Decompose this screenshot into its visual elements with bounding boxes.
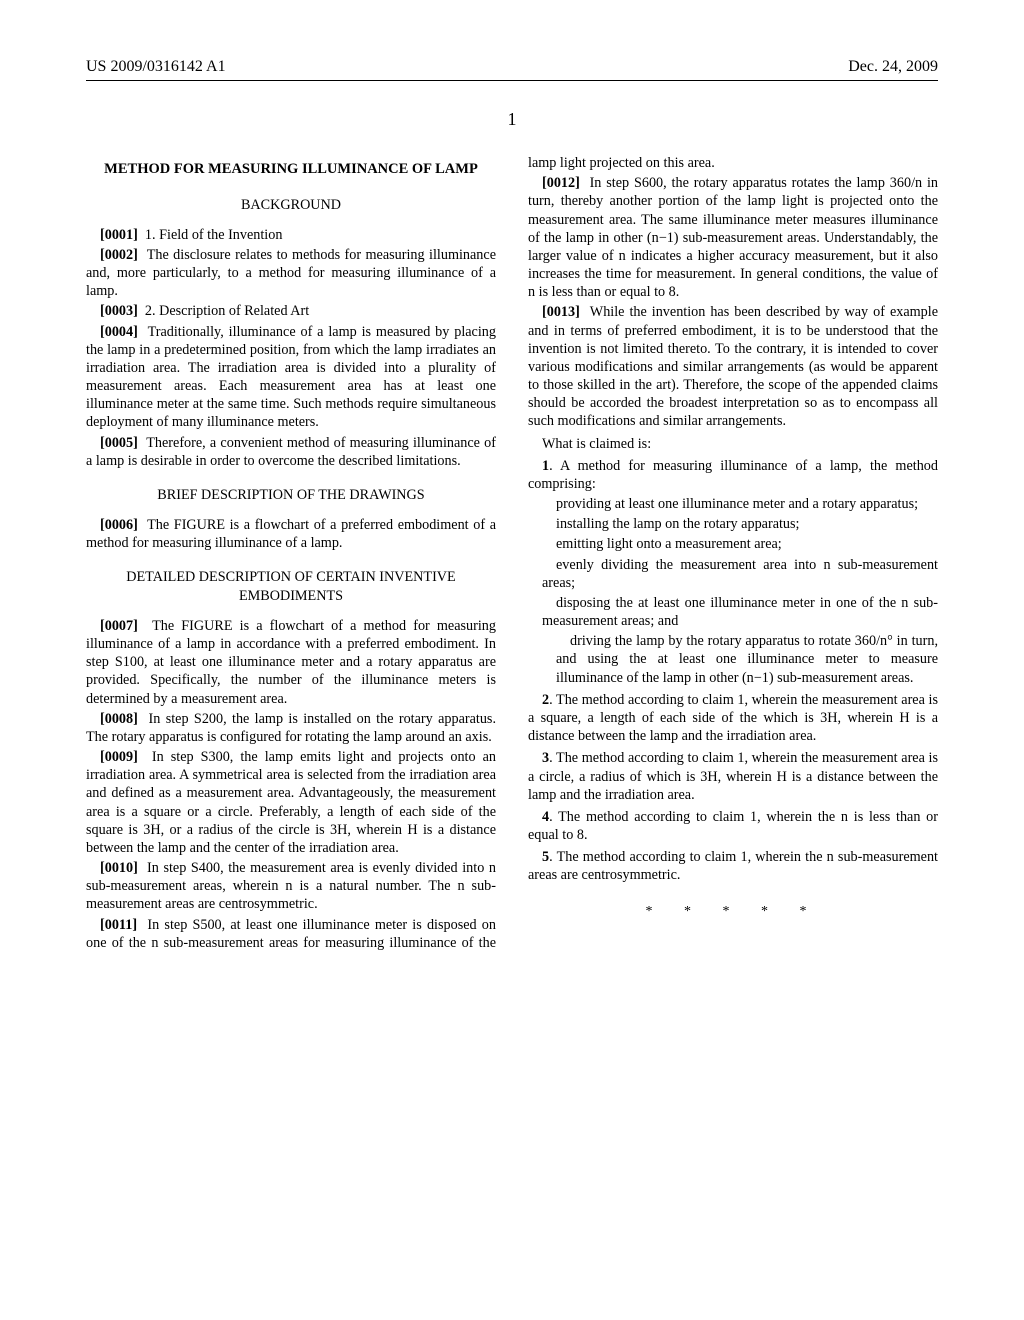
claim-1-step: disposing the at least one illuminance m… [528, 594, 938, 630]
claim-1-step: emitting light onto a measurement area; [528, 535, 938, 553]
publication-date: Dec. 24, 2009 [848, 58, 938, 76]
para-num: [0006] [100, 517, 138, 533]
para-num: [0013] [542, 304, 580, 320]
para-num: [0012] [542, 175, 580, 191]
claim-number: 1 [542, 458, 549, 474]
claim-1-step: installing the lamp on the rotary appara… [528, 515, 938, 533]
claim-5: 5. The method according to claim 1, wher… [528, 848, 938, 884]
para-0005: [0005] Therefore, a convenient method of… [86, 434, 496, 470]
para-num: [0001] [100, 227, 138, 243]
claim-text: The method according to claim 1, wherein… [528, 750, 938, 802]
para-0007: [0007] The FIGURE is a flowchart of a me… [86, 617, 496, 708]
claim-1-step: driving the lamp by the rotary apparatus… [528, 632, 938, 687]
two-column-body: METHOD FOR MEASURING ILLUMINANCE OF LAMP… [86, 154, 938, 952]
claim-text: The method according to claim 1, wherein… [528, 809, 938, 843]
para-0012: [0012] In step S600, the rotary apparatu… [528, 174, 938, 301]
para-num: [0005] [100, 435, 138, 451]
para-0002: [0002] The disclosure relates to methods… [86, 246, 496, 301]
section-drawings: BRIEF DESCRIPTION OF THE DRAWINGS [86, 486, 496, 504]
claim-number: 5 [542, 849, 549, 865]
claim-3: 3. The method according to claim 1, wher… [528, 749, 938, 804]
claim-text: The method according to claim 1, wherein… [528, 692, 938, 744]
invention-title: METHOD FOR MEASURING ILLUMINANCE OF LAMP [86, 160, 496, 180]
para-text: The disclosure relates to methods for me… [86, 247, 496, 299]
para-text: Therefore, a convenient method of measur… [86, 435, 496, 469]
claim-2: 2. The method according to claim 1, wher… [528, 691, 938, 746]
para-0013: [0013] While the invention has been desc… [528, 303, 938, 430]
para-num: [0003] [100, 303, 138, 319]
para-text: 1. Field of the Invention [145, 227, 283, 243]
para-0001: [0001] 1. Field of the Invention [86, 226, 496, 244]
claim-number: 3 [542, 750, 549, 766]
para-text: Traditionally, illuminance of a lamp is … [86, 324, 496, 431]
para-text: In step S600, the rotary apparatus rotat… [528, 175, 938, 300]
para-num: [0011] [100, 917, 137, 933]
page-header: US 2009/0316142 A1 Dec. 24, 2009 [86, 58, 938, 76]
claim-1-step: evenly dividing the measurement area int… [528, 556, 938, 592]
publication-number: US 2009/0316142 A1 [86, 58, 226, 76]
claim-1: 1. A method for measuring illuminance of… [528, 457, 938, 493]
section-background: BACKGROUND [86, 196, 496, 214]
para-0009: [0009] In step S300, the lamp emits ligh… [86, 748, 496, 857]
para-0008: [0008] In step S200, the lamp is install… [86, 710, 496, 746]
para-num: [0010] [100, 860, 138, 876]
para-text: In step S400, the measurement area is ev… [86, 860, 496, 912]
para-num: [0009] [100, 749, 138, 765]
para-num: [0004] [100, 324, 138, 340]
para-text: The FIGURE is a flowchart of a method fo… [86, 618, 496, 707]
section-detailed: DETAILED DESCRIPTION OF CERTAIN INVENTIV… [86, 568, 496, 604]
claim-text: A method for measuring illuminance of a … [528, 458, 938, 492]
claims-intro: What is claimed is: [528, 435, 938, 453]
para-0003: [0003] 2. Description of Related Art [86, 302, 496, 320]
para-num: [0002] [100, 247, 138, 263]
para-num: [0008] [100, 711, 138, 727]
para-text: The FIGURE is a flowchart of a preferred… [86, 517, 496, 551]
para-text: In step S200, the lamp is installed on t… [86, 711, 496, 745]
claim-number: 2 [542, 692, 549, 708]
para-0004: [0004] Traditionally, illuminance of a l… [86, 323, 496, 432]
page-number: 1 [86, 109, 938, 130]
para-0006: [0006] The FIGURE is a flowchart of a pr… [86, 516, 496, 552]
patent-page: US 2009/0316142 A1 Dec. 24, 2009 1 METHO… [0, 0, 1024, 1320]
para-text: While the invention has been described b… [528, 304, 938, 429]
para-0010: [0010] In step S400, the measurement are… [86, 859, 496, 914]
claim-number: 4 [542, 809, 549, 825]
claim-4: 4. The method according to claim 1, wher… [528, 808, 938, 844]
para-text: In step S300, the lamp emits light and p… [86, 749, 496, 856]
para-num: [0007] [100, 618, 138, 634]
end-stars: * * * * * [528, 903, 938, 921]
para-text: 2. Description of Related Art [145, 303, 309, 319]
header-rule [86, 80, 938, 81]
claim-1-step: providing at least one illuminance meter… [528, 495, 938, 513]
claim-text: The method according to claim 1, wherein… [528, 849, 938, 883]
